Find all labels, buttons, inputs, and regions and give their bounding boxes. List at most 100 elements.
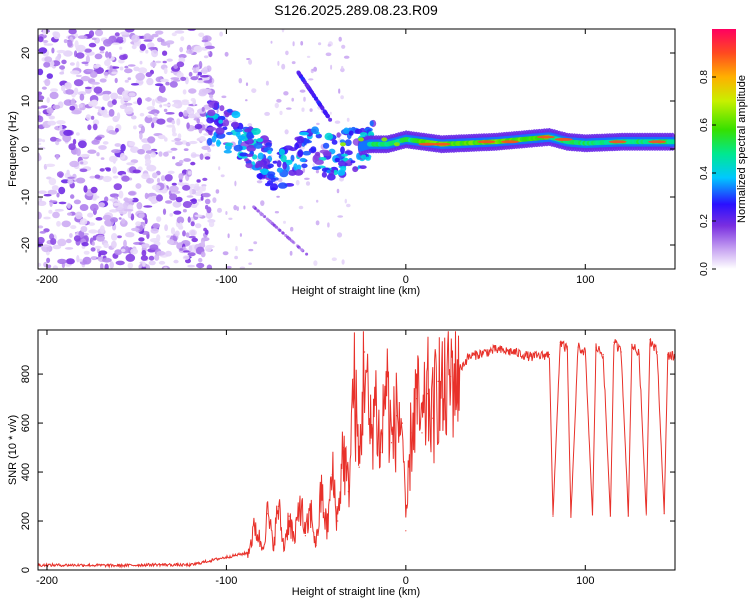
spectrogram-cell (226, 265, 232, 269)
spectrogram-cell (102, 90, 112, 95)
spectrogram-cell (38, 200, 47, 206)
spectrogram-cell (143, 33, 152, 41)
snr-point (566, 349, 568, 351)
spectrogram-cell (124, 65, 129, 69)
spectrogram-cell (112, 166, 117, 174)
spectrogram-cell (277, 182, 288, 189)
spectrogram-cell (38, 153, 41, 161)
spectrogram-cell (138, 213, 145, 219)
spectrogram-cell (46, 257, 51, 263)
spectrogram-cell (256, 209, 260, 213)
spectrogram-cell (92, 235, 97, 241)
spectrogram-cell (144, 115, 153, 124)
spectrogram-cell (149, 244, 159, 251)
spectrogram-cell (308, 88, 313, 93)
spectrogram-cell (89, 203, 99, 212)
spectrogram-cell (132, 169, 141, 174)
spectrogram-cell (83, 250, 90, 255)
snr-point (337, 520, 339, 522)
spectrogram-cell (328, 117, 333, 122)
spectrogram-cell (348, 130, 354, 136)
snr-point (310, 510, 312, 512)
spectrogram-cell (239, 152, 249, 157)
spectrogram-cell (290, 154, 295, 162)
spectrogram-cell (346, 203, 351, 208)
spectrogram-cell (114, 32, 120, 37)
spectrogram-cell (38, 236, 45, 244)
spectrogram-cell (308, 78, 314, 81)
spectrogram-cell (79, 204, 89, 211)
spectrogram-cell (188, 88, 197, 94)
spectrogram-cell (178, 54, 187, 59)
spectrogram-cell (131, 115, 137, 120)
colorbar-tick-label: 0.2 (699, 214, 710, 228)
spectrogram-cell (127, 191, 136, 196)
spectrogram-cell (260, 168, 269, 175)
spectrogram-cell (90, 247, 96, 252)
spectrogram-cell (57, 238, 67, 247)
spectrogram-cell (121, 218, 126, 224)
spectrogram-cell (190, 230, 196, 236)
spectrogram-cell (173, 210, 182, 215)
spectrogram-cell (48, 177, 57, 186)
spectrogram-cell (245, 162, 253, 169)
spectrogram-cell (95, 217, 103, 221)
spectrogram-cell (154, 112, 158, 117)
snr-point (288, 515, 290, 517)
spectrogram-cell (166, 235, 171, 238)
spectrogram-cell (92, 197, 97, 201)
spectrogram-cell (208, 130, 213, 136)
spectrogram-cell (81, 242, 89, 247)
spectrogram-cell (331, 139, 338, 145)
spectrogram-cell (220, 174, 225, 178)
spectrogram-cell (73, 79, 84, 87)
x-tick-label: 0 (403, 575, 409, 587)
spectrogram-cell (197, 71, 202, 76)
spectrogram-cell (170, 147, 178, 151)
spectrogram-cell (322, 142, 330, 149)
spectrogram-cell (38, 138, 43, 142)
spectrogram-cell (369, 120, 374, 127)
spectrogram-cell (111, 149, 121, 154)
spectrogram-cell (234, 128, 244, 133)
spectrogram-cell (66, 202, 71, 209)
spectrogram-cell (53, 31, 61, 40)
snr-point (364, 351, 366, 353)
spectrogram-cell (359, 165, 367, 170)
spectrogram-cell (202, 88, 212, 94)
snr-data-points (37, 339, 676, 567)
spectrogram-cell (203, 133, 210, 136)
spectrogram-cell (146, 106, 156, 111)
snr-point (405, 530, 407, 532)
colorbar: 0.0 0.2 0.4 0.6 0.8 Normalized spectral ampl… (699, 29, 748, 276)
spectrogram-cell (150, 152, 157, 158)
snr-point (216, 558, 218, 560)
spectrogram-cell (110, 209, 116, 213)
spectrogram-cell (130, 83, 140, 86)
spectrogram-cell (123, 208, 134, 212)
spectrogram-cell (86, 69, 95, 72)
spectrogram-cell (93, 64, 100, 69)
spectrogram-cell (343, 127, 350, 135)
x-tick-label: 0 (403, 274, 409, 286)
spectrogram-cell (103, 39, 112, 47)
spectrogram-cell (88, 229, 98, 234)
spectrogram-cell (352, 166, 359, 173)
spectrogram-cell (44, 78, 51, 87)
spectrogram-cell (69, 233, 73, 238)
spectrogram-cell (219, 31, 224, 37)
spectrogram-cell (205, 204, 209, 210)
spectrogram-cell (294, 142, 299, 150)
spectrogram-cell (194, 214, 203, 218)
spectrogram-cell (127, 262, 134, 269)
snr-point (602, 353, 604, 356)
spectrogram-cell (292, 41, 295, 47)
spectrogram-cell (77, 35, 88, 39)
spectrogram-cell (191, 67, 197, 71)
spectrogram-cell (255, 160, 265, 168)
spectrogram-cell (299, 89, 306, 93)
spectrogram-cell (187, 264, 196, 268)
spectrogram-cell (199, 136, 206, 141)
spectrogram-cell (38, 142, 42, 146)
spectrogram-cell (180, 36, 185, 42)
